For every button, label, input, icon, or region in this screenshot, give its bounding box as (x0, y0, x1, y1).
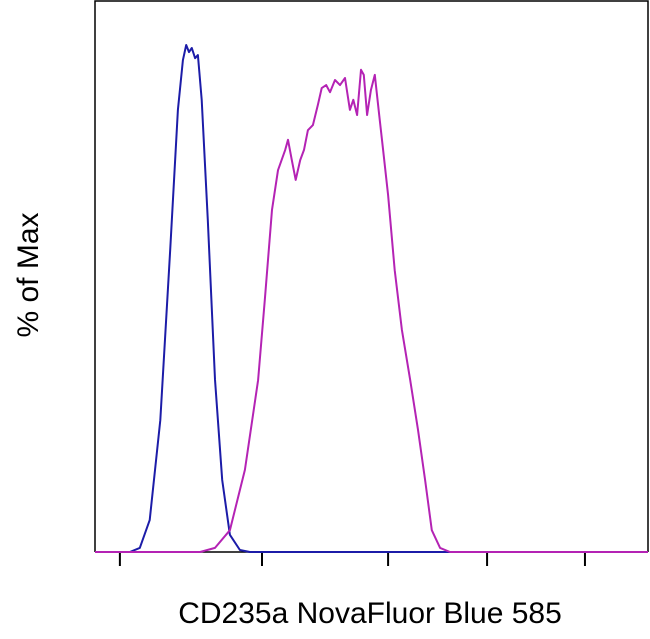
x-axis-label: CD235a NovaFluor Blue 585 (178, 597, 562, 630)
plot-frame (94, 0, 649, 552)
series-line (95, 68, 648, 553)
y-axis-label: % of Max (12, 212, 45, 337)
series-line (95, 44, 648, 553)
